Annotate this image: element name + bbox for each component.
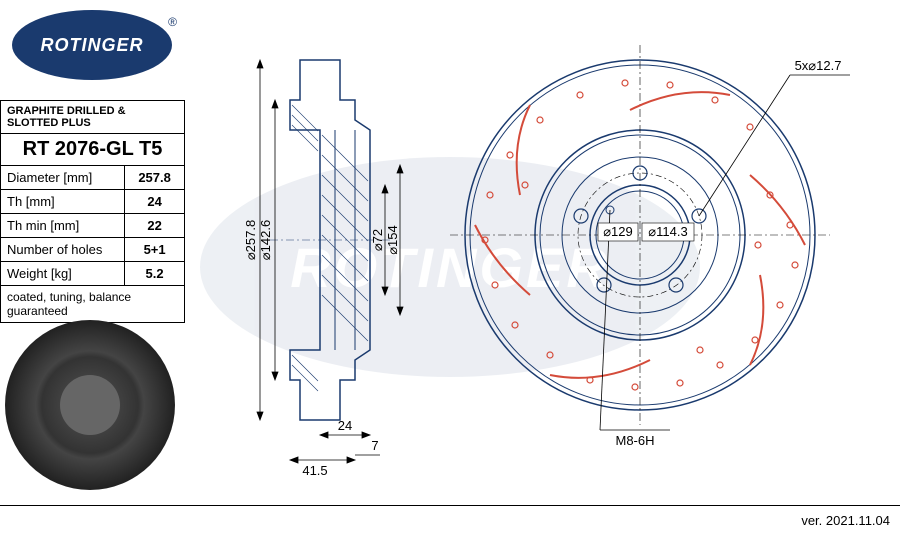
spec-label: Number of holes (1, 238, 125, 262)
version-label: ver. 2021.11.04 (801, 513, 890, 528)
dim-pilot: ⌀154 (385, 225, 400, 255)
spec-label: Th [mm] (1, 190, 125, 214)
dim-pcd: ⌀114.3 (648, 224, 687, 239)
product-photo (5, 320, 175, 490)
table-row: Th [mm] 24 (1, 190, 185, 214)
spec-label: Weight [kg] (1, 262, 125, 286)
dim-center-bore: ⌀129 (603, 224, 633, 239)
brand-logo: ROTINGER ® (12, 10, 172, 80)
dim-bore: ⌀72 (370, 229, 385, 251)
spec-value: 257.8 (125, 166, 185, 190)
brand-name: ROTINGER (40, 35, 143, 56)
table-row: Weight [kg] 5.2 (1, 262, 185, 286)
registered-mark: ® (168, 15, 177, 29)
technical-drawing: ⌀257.8 ⌀142.6 ⌀72 ⌀154 (200, 10, 900, 520)
dim-thickness: 24 (338, 418, 352, 433)
spec-label: Th min [mm] (1, 214, 125, 238)
border-line (0, 505, 900, 506)
spec-label: Diameter [mm] (1, 166, 125, 190)
table-row: Diameter [mm] 257.8 (1, 166, 185, 190)
side-view: ⌀257.8 ⌀142.6 ⌀72 ⌀154 (243, 60, 403, 478)
spec-footer: coated, tuning, balance guaranteed (1, 286, 185, 323)
dim-outer-diameter: ⌀257.8 (243, 220, 258, 260)
table-row: Th min [mm] 22 (1, 214, 185, 238)
table-row: Number of holes 5+1 (1, 238, 185, 262)
spec-value: 22 (125, 214, 185, 238)
spec-value: 5.2 (125, 262, 185, 286)
dim-flange: 7 (371, 438, 378, 453)
dim-offset: 41.5 (302, 463, 327, 478)
spec-table: GRAPHITE DRILLED & SLOTTED PLUS RT 2076-… (0, 100, 185, 323)
spec-header: GRAPHITE DRILLED & SLOTTED PLUS (1, 101, 185, 134)
dim-thread: M8-6H (615, 433, 654, 448)
drawing-svg: ⌀257.8 ⌀142.6 ⌀72 ⌀154 (200, 10, 900, 510)
dim-bolt-pattern: 5x⌀12.7 (795, 58, 842, 73)
part-number: RT 2076-GL T5 (1, 134, 185, 166)
front-view: 5x⌀12.7 M8-6H ⌀129 ⌀114.3 (450, 45, 850, 448)
spec-value: 5+1 (125, 238, 185, 262)
spec-value: 24 (125, 190, 185, 214)
dim-hub-diameter: ⌀142.6 (258, 220, 273, 260)
